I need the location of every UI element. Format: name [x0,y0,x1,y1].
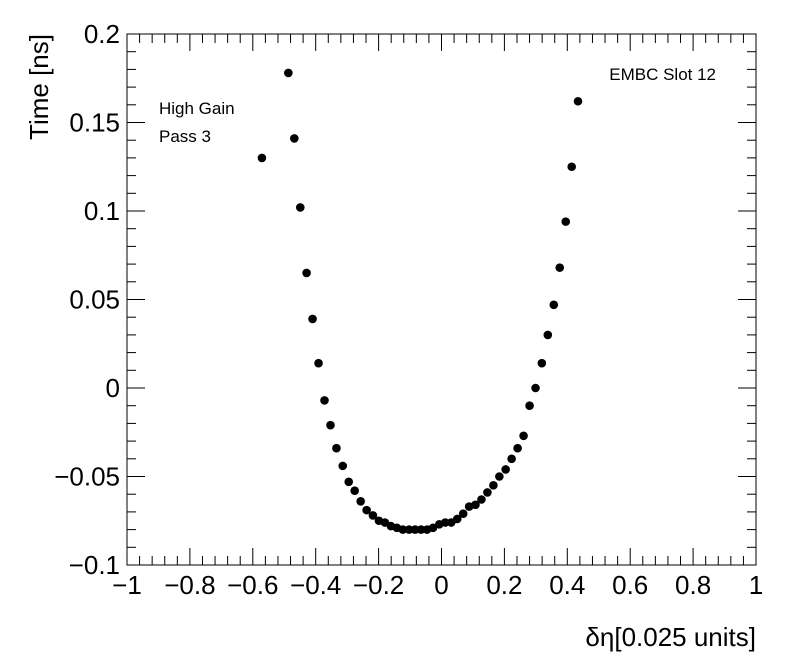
data-point [507,454,516,464]
data-point [513,443,522,453]
y-axis-title: Time [ns] [24,34,54,140]
data-point [495,472,504,481]
data-point [525,401,534,411]
y-tick-label: 0.15 [69,108,120,138]
data-point [338,461,348,471]
data-points [257,68,583,534]
x-axis-title: δη[0.025 units] [585,622,756,652]
data-point [573,96,583,106]
data-point [543,330,553,340]
data-point [416,525,426,534]
tick-labels: −1 −0.8 −0.6 −0.4 −0.2 0 0.2 0.4 0.6 0.8 1 −0.1 −0.0… [54,19,763,600]
data-point [537,358,547,368]
data-point [308,314,317,324]
data-point [531,383,540,393]
data-point [350,486,359,495]
axis-ticks [126,33,757,566]
y-tick-label: −0.05 [54,462,120,492]
data-point [302,268,311,278]
data-point [368,511,378,520]
data-point [314,358,323,368]
y-tick-label: 0.1 [84,196,120,226]
data-point [257,153,267,163]
data-point [404,525,414,534]
data-point [549,300,559,310]
data-point [477,495,486,504]
data-point [332,443,341,453]
x-tick-label: −0.2 [353,570,404,600]
data-point [555,263,565,272]
data-point [483,488,492,497]
x-tick-label: 0 [434,570,448,600]
data-point [452,514,462,524]
data-point [295,203,305,212]
x-tick-label: 0.6 [612,570,648,600]
data-point [471,500,480,510]
x-tick-label: −1 [112,570,142,600]
data-point [326,420,335,430]
data-point [320,396,329,405]
data-point [567,162,577,172]
y-tick-label: 0 [106,373,120,403]
y-tick-label: 0.05 [69,285,120,315]
data-point [284,68,293,78]
x-tick-label: −0.8 [164,570,215,600]
x-tick-label: 1 [749,570,763,600]
x-tick-label: 0.4 [549,570,585,600]
pass-annotation: Pass 3 [159,127,211,146]
y-tick-label: 0.2 [84,19,120,49]
data-point [440,518,450,527]
data-point [458,509,468,518]
data-point [489,481,498,490]
data-point [398,525,408,534]
slot-annotation: EMBC Slot 12 [609,65,716,84]
x-tick-label: 0.8 [675,570,711,600]
data-point [362,505,371,515]
gain-annotation: High Gain [159,99,235,118]
data-point [344,477,354,487]
data-point [410,525,420,534]
data-point [290,134,299,143]
data-point [561,217,571,226]
x-tick-label: 0.2 [486,570,522,600]
data-point [356,496,365,506]
data-point [519,431,528,441]
x-tick-label: −0.6 [227,570,278,600]
x-tick-label: −0.4 [290,570,341,600]
data-point [501,465,510,474]
y-tick-label: −0.1 [69,550,120,580]
data-point [428,523,438,533]
